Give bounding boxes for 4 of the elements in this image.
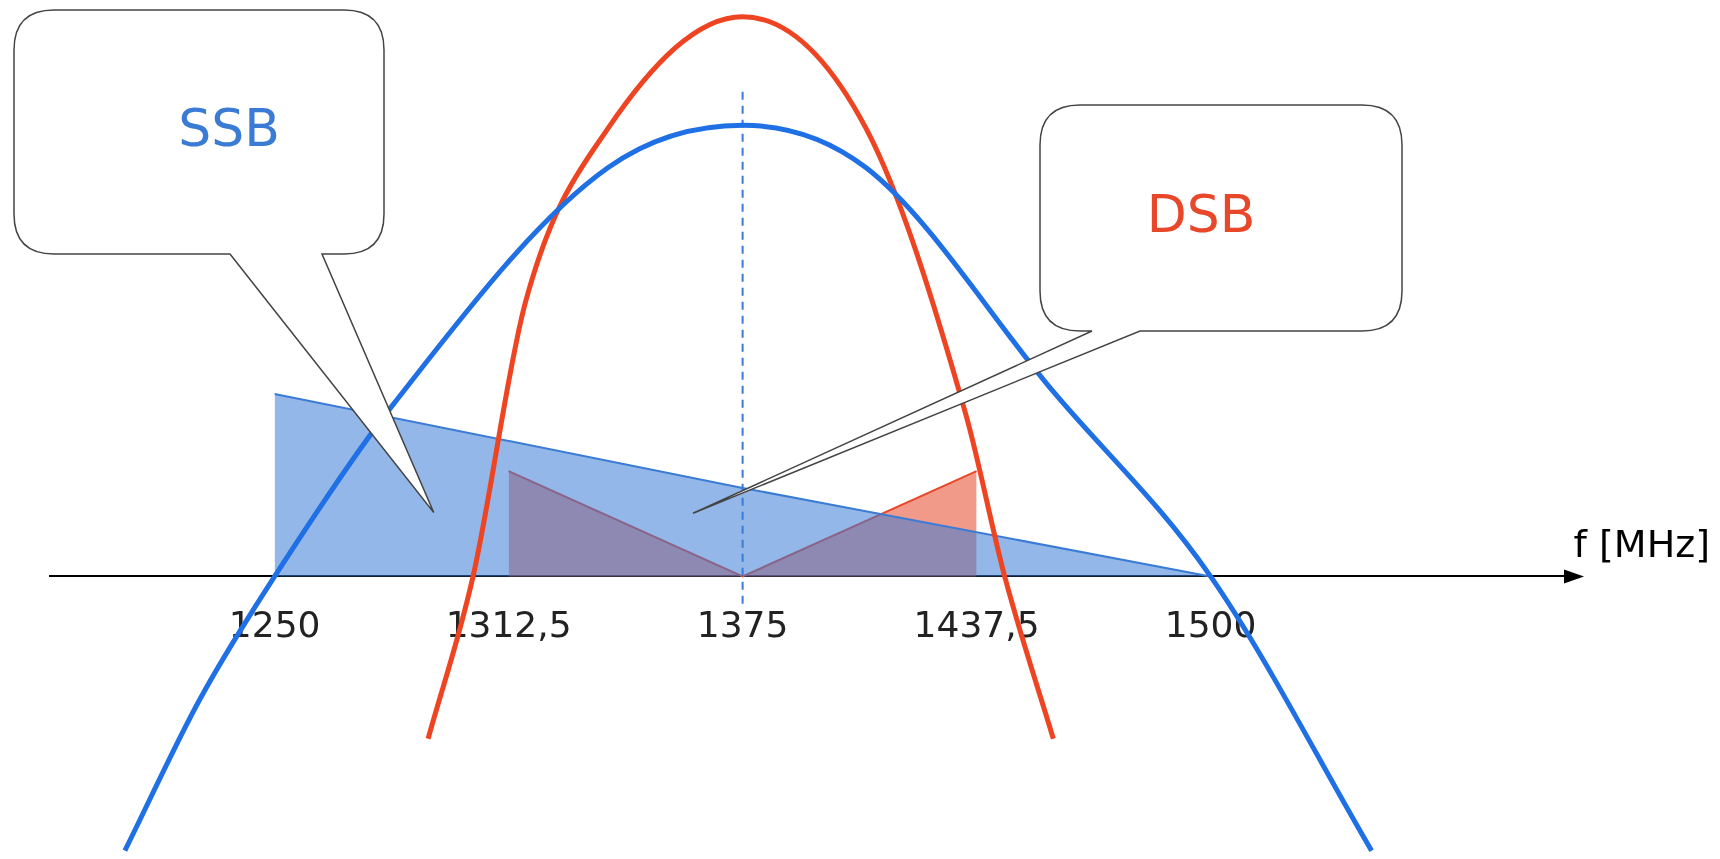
x-axis-title: f [MHz] — [1573, 522, 1710, 567]
text: SSB — [178, 98, 280, 158]
text: DSB — [1146, 184, 1256, 244]
x-tick-label: 1375 — [696, 604, 789, 646]
